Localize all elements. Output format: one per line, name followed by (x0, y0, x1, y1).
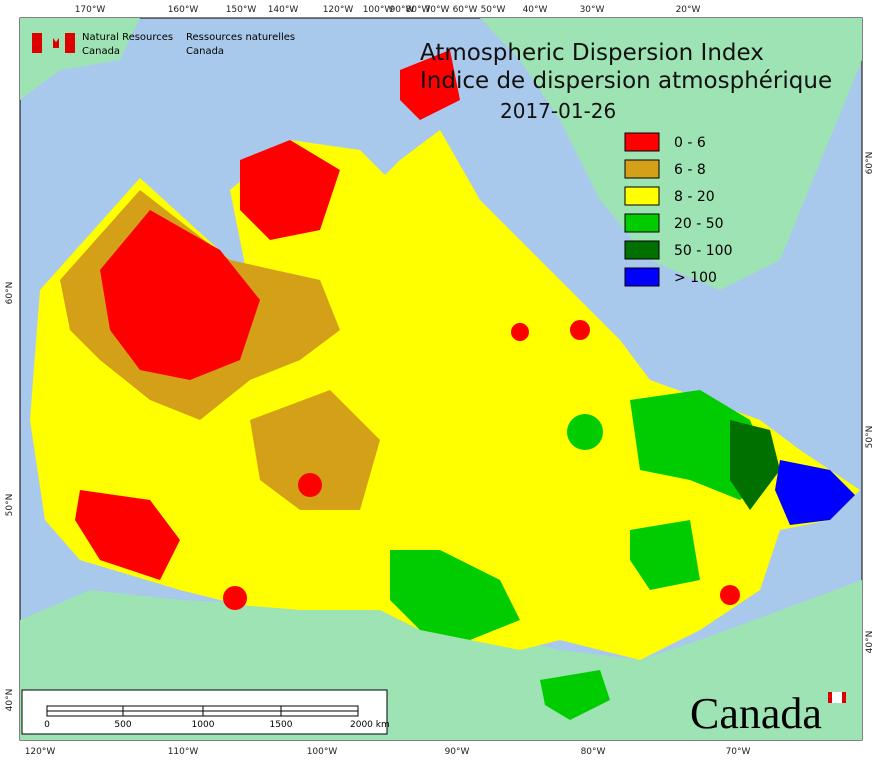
legend-label: 8 - 20 (674, 189, 715, 205)
scale-segment (280, 705, 359, 712)
graticule-label: 140°W (268, 5, 299, 15)
wordmark: Canada (690, 689, 822, 738)
scale-segment (46, 705, 124, 712)
legend: 0 - 6 6 - 8 8 - 20 20 - 50 50 - 100 > 100 (624, 132, 733, 287)
graticule-label: 120°W (323, 5, 354, 15)
graticule-label: 40°W (523, 5, 548, 15)
legend-swatch (624, 159, 660, 179)
maple-leaf (53, 38, 59, 48)
graticule-label: 170°W (75, 5, 106, 15)
legend-swatch (624, 186, 660, 206)
legend-label: 50 - 100 (674, 243, 733, 259)
graticule-label: 50°W (481, 5, 506, 15)
scale-segment (122, 705, 204, 712)
scale-segment (202, 705, 282, 712)
legend-swatch (624, 132, 660, 152)
graticule-label: 40°N (5, 689, 15, 712)
canada-index (30, 50, 860, 720)
scale-label: 500 (114, 720, 131, 730)
graticule-label: 50°N (865, 426, 875, 449)
graticule: 170°W 160°W 150°W 140°W 120°W 100°W90°W80°W70… (5, 5, 875, 757)
graticule-label: 70°W (726, 747, 751, 757)
scale-label: 0 (44, 720, 50, 730)
graticule-label: 90°W (445, 747, 470, 757)
graticule-label: 120°W (25, 747, 56, 757)
scale-label: 2000 km (350, 720, 390, 730)
flag-bar (65, 33, 75, 53)
legend-label: 0 - 6 (674, 135, 706, 151)
title-en: Atmospheric Dispersion Index (420, 40, 764, 66)
graticule-label: 100°W (307, 747, 338, 757)
scale-label: 1500 (270, 720, 293, 730)
graticule-label: 80°W (406, 5, 431, 15)
graticule-label: 100°W (363, 5, 394, 15)
graticule-label: 60°N (5, 282, 15, 305)
agency-en: Canada (82, 46, 120, 57)
scale-segment (280, 710, 359, 717)
legend-label: > 100 (674, 270, 717, 286)
flag-bar (32, 33, 42, 53)
legend-label: 6 - 8 (674, 162, 706, 178)
graticule-label: 150°W (226, 5, 257, 15)
legend-label: 20 - 50 (674, 216, 724, 232)
graticule-label: 20°W (676, 5, 701, 15)
graticule-label: 110°W (168, 747, 199, 757)
graticule-label: 80°W (581, 747, 606, 757)
scale-label: 1000 (192, 720, 215, 730)
date: 2017-01-26 (500, 99, 616, 123)
graticule-label: 90°W (390, 5, 415, 15)
scale-segment (46, 710, 124, 717)
graticule-label: 60°N (865, 152, 875, 175)
legend-swatch (624, 240, 660, 260)
graticule-label: 50°N (5, 494, 15, 517)
legend-swatch (624, 213, 660, 233)
graticule-label: 70°W (425, 5, 450, 15)
legend-swatch (624, 267, 660, 287)
agency-en: Natural Resources (82, 32, 173, 43)
graticule-label: 160°W (168, 5, 199, 15)
scale-bar: 0 500 1000 1500 2000 km (21, 689, 390, 735)
agency: Natural Resources Canada Ressources natu… (32, 32, 295, 57)
graticule-label: 40°N (865, 631, 875, 654)
agency-fr: Ressources naturelles (186, 32, 295, 43)
scale-segment (202, 710, 282, 717)
title-fr: Indice de dispersion atmosphérique (420, 68, 832, 94)
wordmark-flag (832, 692, 842, 703)
graticule-label: 60°W (453, 5, 478, 15)
scale-segment (122, 710, 204, 717)
graticule-label: 30°W (580, 5, 605, 15)
agency-fr: Canada (186, 46, 224, 57)
